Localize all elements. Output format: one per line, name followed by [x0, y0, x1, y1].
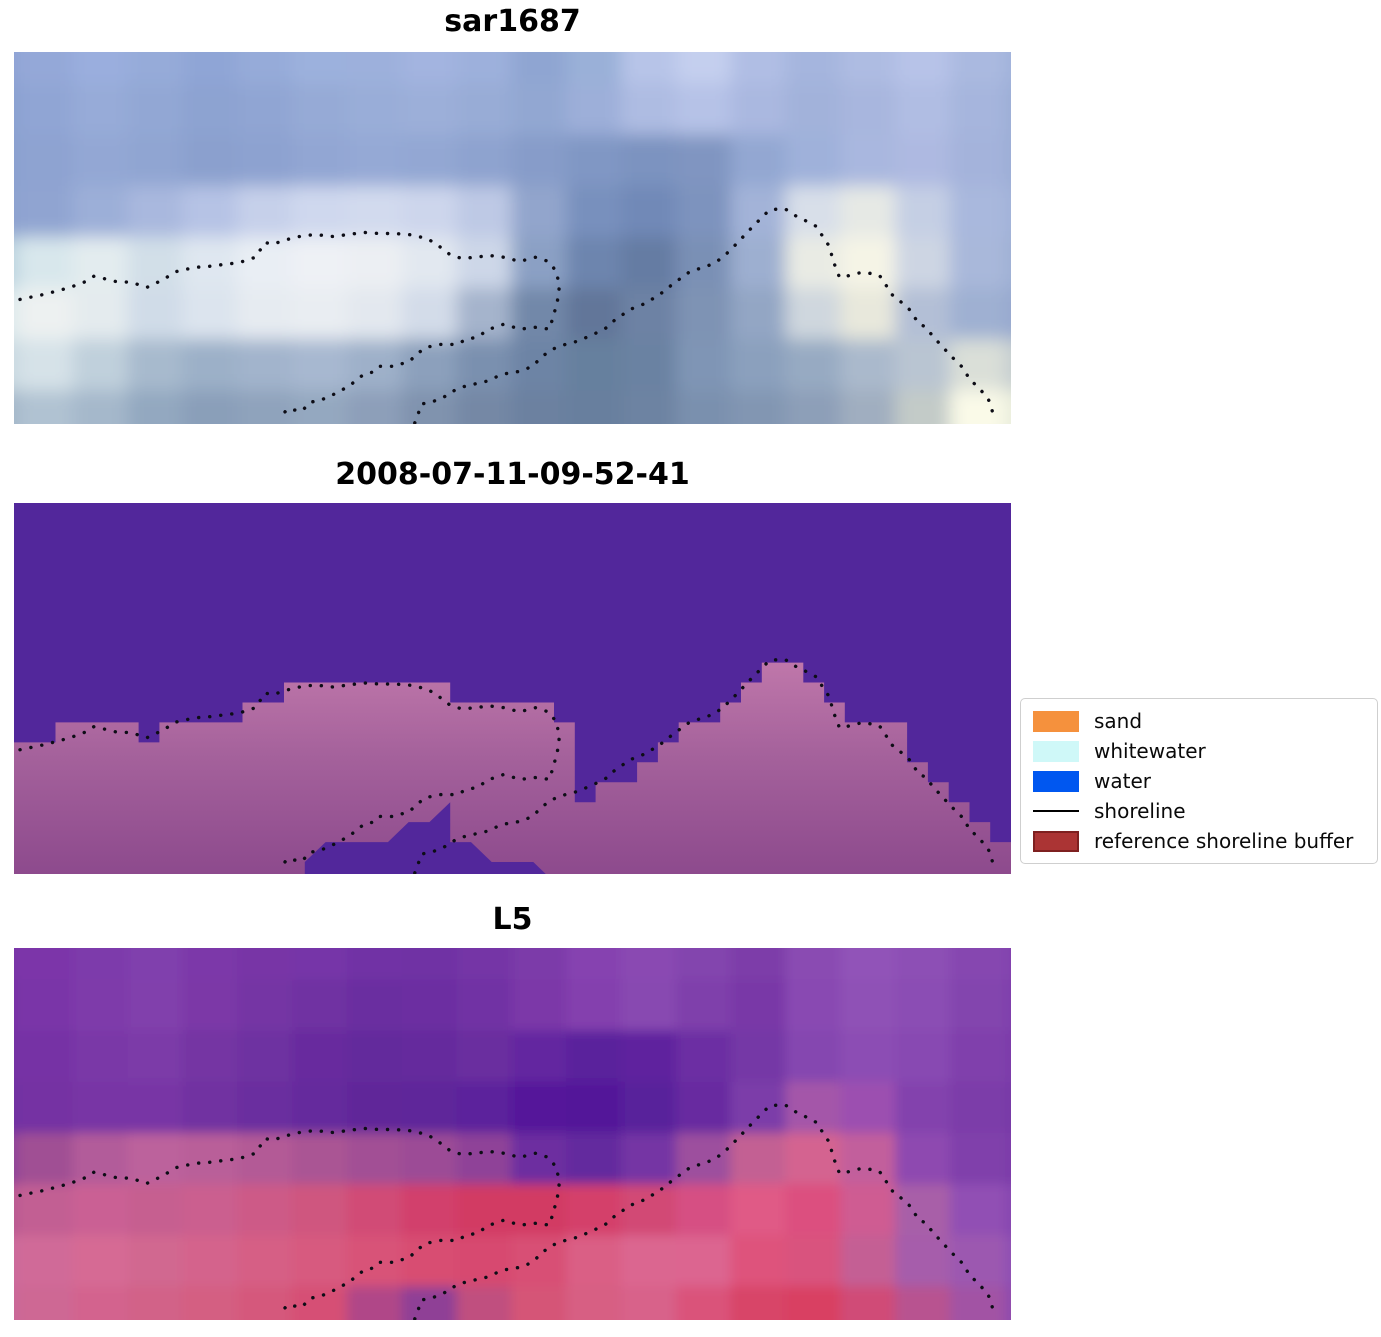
legend-label: whitewater [1094, 739, 1206, 763]
legend-item-whitewater: whitewater [1033, 738, 1365, 764]
legend-label: water [1094, 769, 1151, 793]
legend-swatch-whitewater [1033, 740, 1079, 762]
shoreline-dotted-line-B [413, 1102, 996, 1320]
panel-2-classification-image [14, 503, 1011, 874]
legend-item-water: water [1033, 768, 1365, 794]
legend-box: sand whitewater water shoreline reference sh… [1020, 698, 1378, 864]
legend-item-shoreline: shoreline [1033, 798, 1365, 824]
legend-item-sand: sand [1033, 708, 1365, 734]
legend-swatch-sand [1033, 710, 1079, 732]
legend-line-swatch-shoreline [1033, 810, 1079, 812]
water-channel-region [304, 802, 546, 874]
shoreline-dotted-line-A [18, 230, 562, 421]
panel-2-title: 2008-07-11-09-52-41 [335, 457, 690, 492]
shoreline-dotted-line-A [18, 681, 562, 871]
legend-swatch-water [1033, 770, 1079, 792]
panel-1-title: sar1687 [444, 4, 581, 39]
shoreline-dotted-line-A [18, 1126, 562, 1317]
legend-swatch-reference-shoreline-buffer [1033, 830, 1079, 852]
pixel-mosaic [14, 52, 1011, 424]
shoreline-dotted-line-B [413, 206, 996, 424]
panel-3-l5-image [14, 948, 1011, 1320]
shoreline-dotted-line-B [413, 657, 996, 874]
panel-3-title: L5 [492, 902, 533, 937]
legend-label: sand [1094, 709, 1143, 733]
legend-label: reference shoreline buffer [1094, 829, 1354, 853]
panel-1-sar-image [14, 52, 1011, 424]
legend-label: shoreline [1094, 799, 1186, 823]
pixel-mosaic [14, 948, 1011, 1320]
land-region [14, 662, 1011, 874]
legend-item-reference-shoreline-buffer: reference shoreline buffer [1033, 828, 1365, 854]
